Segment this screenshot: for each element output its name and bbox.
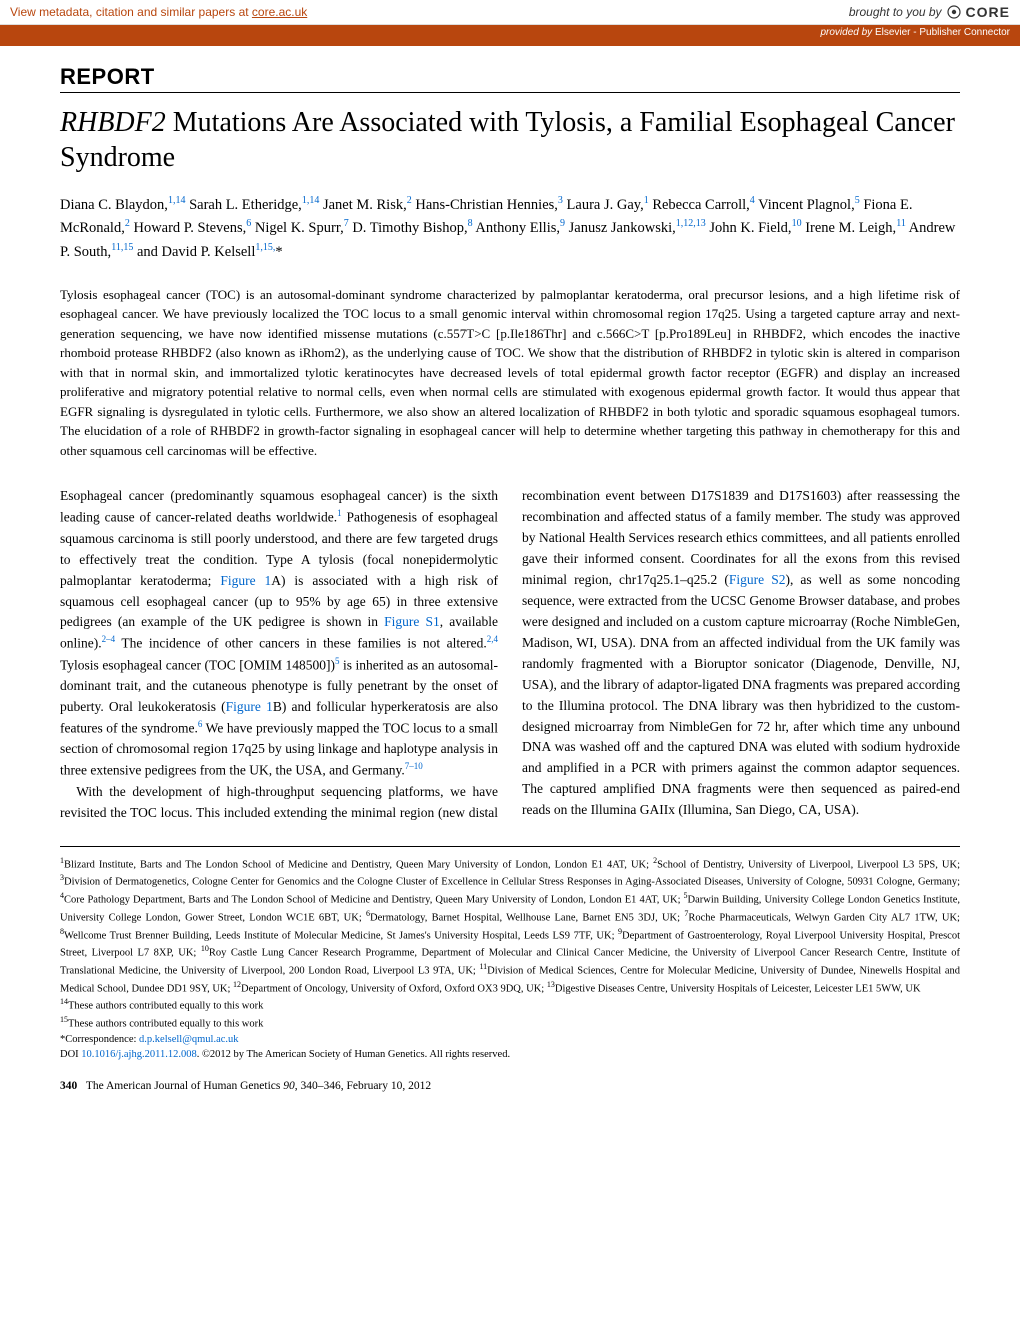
core-link[interactable]: core.ac.uk [252,5,307,19]
author-list: Diana C. Blaydon,1,14 Sarah L. Etheridge… [60,193,960,263]
core-left: View metadata, citation and similar pape… [10,5,307,19]
title-italic: RHBDF2 [60,107,166,138]
body-p1: Esophageal cancer (predominantly squamou… [60,486,498,781]
footer-page: 340 [60,1080,77,1092]
correspondence-email[interactable]: d.p.kelsell@qmul.ac.uk [139,1034,238,1045]
page-content: REPORT RHBDF2 Mutations Are Associated w… [0,46,1020,1112]
footer-rest: , 340–346, February 10, 2012 [295,1080,431,1092]
report-label: REPORT [60,64,960,90]
provided-source: Elsevier - Publisher Connector [875,27,1010,38]
footer-journal: The American Journal of Human Genetics [86,1080,280,1092]
core-metadata-bar: View metadata, citation and similar pape… [0,0,1020,25]
article-title: RHBDF2 Mutations Are Associated with Tyl… [60,105,960,175]
core-logo-icon [946,4,962,20]
equal-15: 15These authors contributed equally to t… [60,1014,960,1032]
doi-line: DOI 10.1016/j.ajhg.2011.12.008. ©2012 by… [60,1047,960,1062]
affil-list: 1Blizard Institute, Barts and The London… [60,855,960,997]
provided-prefix: provided by [820,27,874,38]
equal-14: 14These authors contributed equally to t… [60,996,960,1014]
abstract: Tylosis esophageal cancer (TOC) is an au… [60,285,960,461]
body-text: Esophageal cancer (predominantly squamou… [60,486,960,823]
core-logo-text: CORE [966,4,1010,20]
title-rule [60,92,960,93]
title-rest: Mutations Are Associated with Tylosis, a… [60,107,955,173]
affiliations-rule [60,846,960,847]
doi-link[interactable]: 10.1016/j.ajhg.2011.12.008 [81,1049,196,1060]
correspondence: *Correspondence: d.p.kelsell@qmul.ac.uk [60,1032,960,1047]
provided-by-bar: provided by Elsevier - Publisher Connect… [0,25,1020,40]
core-right: brought to you by CORE [849,4,1010,20]
page-footer: 340 The American Journal of Human Geneti… [60,1080,960,1092]
affiliations: 1Blizard Institute, Barts and The London… [60,855,960,1063]
core-prefix: View metadata, citation and similar pape… [10,5,252,19]
core-brought: brought to you by [849,5,942,19]
footer-vol: 90 [283,1080,295,1092]
